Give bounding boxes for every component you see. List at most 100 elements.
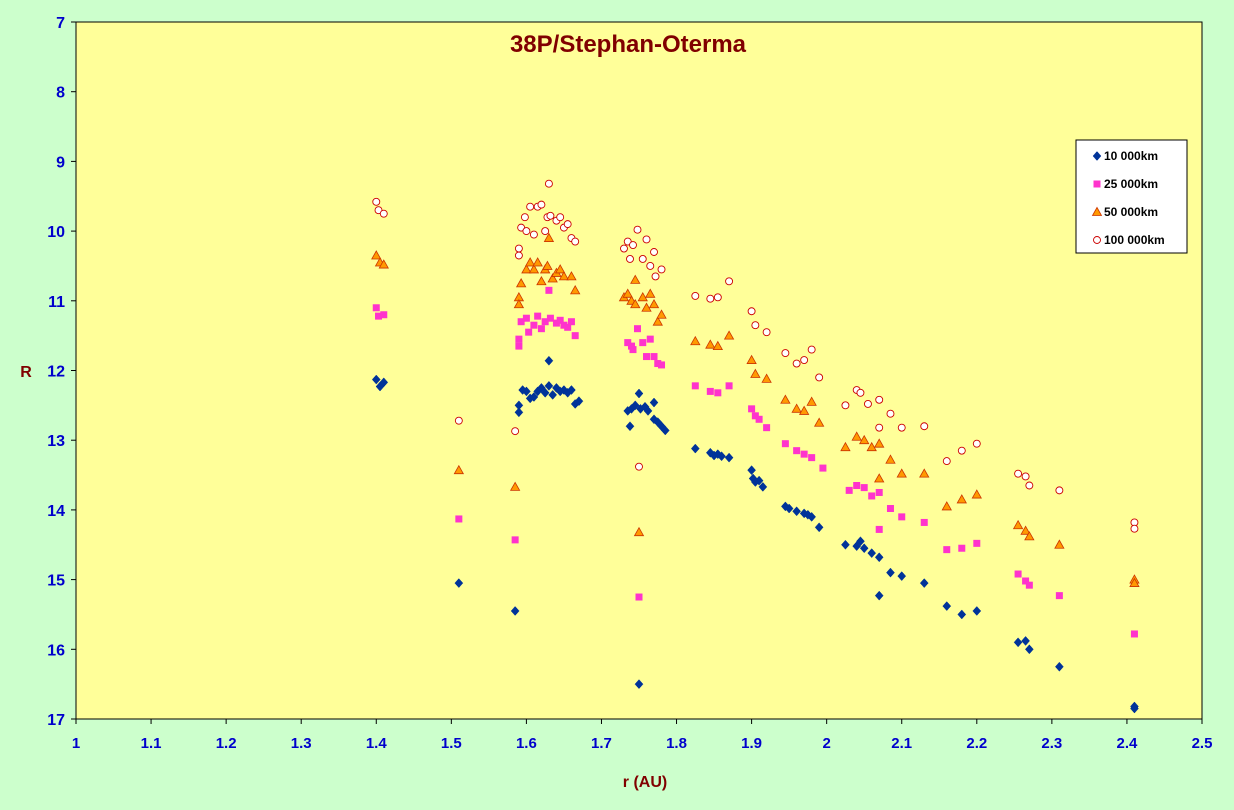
data-point	[747, 307, 756, 316]
data-point	[635, 462, 643, 471]
legend-label: 25 000km	[1104, 177, 1158, 191]
plot-area	[75, 21, 1203, 720]
legend-marker	[1093, 236, 1101, 244]
y-axis-label: R	[20, 364, 32, 381]
data-point	[691, 291, 700, 300]
data-point	[845, 486, 853, 494]
data-point	[807, 345, 816, 354]
x-tick-label: 1	[72, 735, 80, 752]
legend: 10 000km 25 000km 50 000km 100 000km	[1075, 139, 1188, 254]
y-tick-label: 10	[47, 224, 65, 241]
data-point	[705, 339, 716, 349]
data-point	[544, 179, 553, 188]
series-3	[371, 232, 1140, 587]
data-point	[1021, 472, 1030, 481]
data-point	[867, 548, 877, 558]
x-tick-label: 2.4	[1117, 735, 1139, 752]
data-point	[637, 291, 648, 302]
data-point	[378, 259, 389, 269]
x-tick-label: 2.5	[1192, 735, 1213, 752]
data-point	[643, 353, 651, 361]
y-tick-label: 15	[47, 573, 65, 590]
data-point	[784, 503, 794, 514]
data-point	[649, 397, 659, 408]
data-point	[792, 506, 801, 517]
data-point	[639, 339, 647, 347]
y-tick-label: 7	[56, 15, 65, 32]
data-point	[657, 265, 666, 274]
data-point	[864, 400, 872, 408]
data-point	[1130, 630, 1138, 638]
data-point	[522, 386, 531, 397]
data-point	[1129, 577, 1140, 587]
data-point	[534, 312, 542, 320]
x-tick-label: 2.3	[1041, 735, 1062, 752]
data-point	[514, 251, 523, 260]
data-point	[919, 468, 930, 478]
data-point	[509, 481, 521, 491]
data-point	[525, 328, 533, 336]
data-point	[660, 425, 670, 436]
data-point	[866, 441, 877, 452]
data-point	[1013, 637, 1023, 648]
series-2	[372, 286, 1138, 638]
data-point	[690, 335, 701, 346]
chart-title: 38P/Stephan-Oterma	[510, 31, 747, 58]
series-1	[371, 355, 1139, 714]
data-point	[758, 482, 768, 492]
data-point	[971, 489, 982, 499]
data-point	[524, 257, 536, 267]
data-point	[638, 255, 647, 263]
data-points	[371, 179, 1140, 714]
data-point	[622, 288, 633, 298]
data-point	[1012, 519, 1024, 530]
data-point	[762, 328, 771, 337]
data-point	[629, 241, 637, 249]
data-point	[956, 494, 967, 504]
data-point	[633, 526, 645, 537]
data-point	[547, 273, 558, 283]
data-point	[725, 382, 733, 390]
data-point	[1021, 636, 1030, 646]
data-point	[920, 422, 929, 431]
data-point	[564, 323, 572, 331]
data-point	[554, 264, 566, 274]
data-point	[522, 227, 531, 236]
data-point	[706, 387, 714, 395]
data-point	[652, 316, 663, 326]
data-point	[543, 232, 555, 242]
data-point	[630, 298, 641, 309]
data-point	[1022, 577, 1030, 585]
data-point	[781, 440, 789, 448]
data-point	[633, 325, 641, 333]
data-point	[532, 257, 543, 267]
data-point	[544, 380, 554, 391]
legend-label: 50 000km	[1104, 205, 1158, 219]
data-point	[763, 424, 771, 432]
data-point	[813, 417, 825, 427]
data-point	[841, 401, 850, 410]
data-point	[808, 454, 816, 462]
y-tick-label: 17	[47, 712, 65, 729]
data-point	[754, 475, 764, 486]
y-tick-label: 16	[47, 642, 65, 659]
data-point	[379, 209, 388, 218]
data-point	[537, 200, 546, 209]
data-point	[375, 312, 383, 320]
data-point	[920, 518, 928, 526]
data-point	[626, 255, 634, 263]
data-point	[875, 423, 884, 432]
data-point	[1055, 486, 1064, 495]
data-point	[859, 434, 870, 445]
x-tick-label: 1.4	[366, 735, 388, 752]
data-point	[648, 298, 660, 309]
x-tick-label: 1.5	[441, 735, 462, 752]
y-tick-label: 11	[48, 294, 65, 311]
legend-marker	[1093, 180, 1101, 188]
data-point	[380, 311, 388, 319]
data-point	[453, 464, 465, 475]
data-point	[874, 590, 884, 601]
x-tick-label: 1.8	[666, 735, 687, 752]
data-point	[856, 536, 865, 547]
data-point	[1020, 525, 1031, 535]
